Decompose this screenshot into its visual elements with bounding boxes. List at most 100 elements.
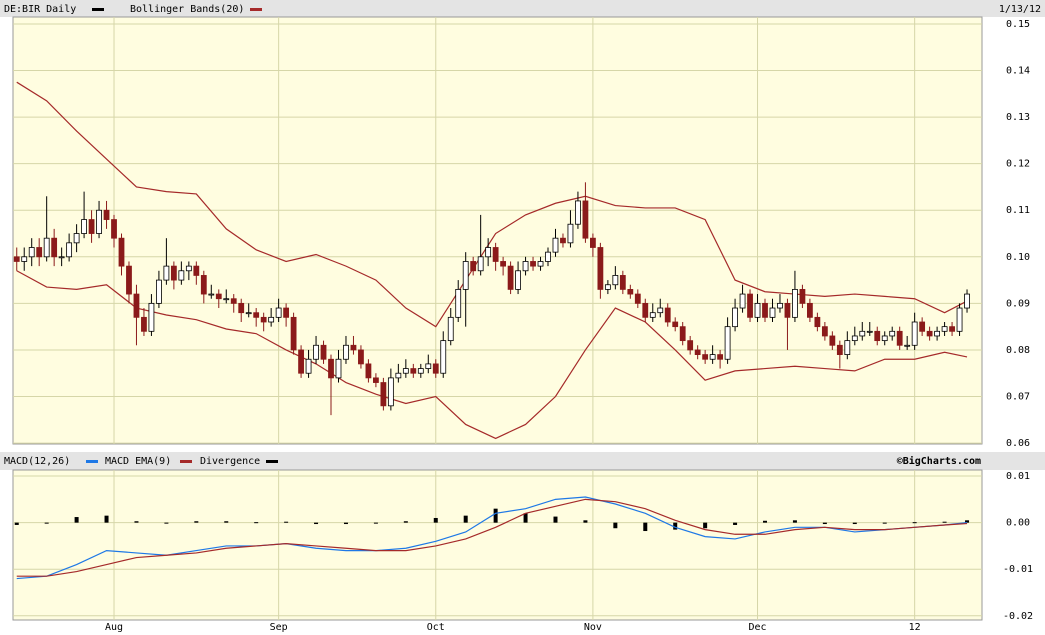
candle-body (88, 219, 95, 234)
divergence-bar (343, 522, 348, 525)
candle-body (440, 340, 447, 374)
candle-body (934, 330, 941, 337)
divergence-bar (673, 522, 678, 530)
divergence-bar (553, 516, 558, 523)
candle-body (305, 358, 312, 374)
candle-body (567, 223, 574, 244)
candle-body (373, 377, 379, 383)
candle-body (530, 261, 536, 267)
y-tick-label: 0.11 (1006, 205, 1030, 216)
candle-body (612, 275, 619, 286)
candle-body (133, 293, 140, 318)
candle-body (118, 237, 125, 267)
candle-body (866, 330, 873, 333)
candle-body (754, 302, 761, 318)
legend-swatch (86, 460, 98, 463)
candle-body (447, 316, 454, 342)
candle-body (724, 326, 731, 360)
candle-body (230, 298, 237, 304)
candle-body (821, 326, 828, 337)
candle-body (590, 237, 596, 248)
candle-body (919, 321, 926, 332)
candle-body (769, 307, 776, 318)
candle-body (672, 321, 679, 328)
candle-body (28, 247, 35, 258)
candle-body (492, 247, 499, 262)
y-tick-label: -0.01 (1003, 564, 1033, 575)
candle-body (709, 354, 716, 360)
candle-body (844, 340, 851, 355)
candle-body (290, 316, 297, 351)
candle-body (859, 330, 866, 337)
divergence-bar (965, 520, 970, 523)
macd-line (16, 496, 968, 580)
candle-body (500, 261, 507, 267)
divergence-bar (852, 522, 857, 525)
candle-body (13, 256, 20, 262)
candle-body (515, 270, 521, 290)
candle-body (215, 293, 222, 300)
candle-body (664, 307, 671, 323)
candle-body (956, 307, 963, 332)
candle-body (81, 219, 87, 234)
divergence-bar (164, 522, 169, 524)
candle-body (432, 363, 439, 374)
legend-label: Bollinger Bands(20) (130, 4, 244, 15)
x-tick-label: Nov (584, 622, 602, 633)
candle-body (627, 289, 634, 295)
y-tick-label: 0.15 (1006, 19, 1030, 30)
bollinger-upper (16, 81, 968, 328)
x-tick-label: Dec (748, 622, 766, 633)
legend-swatch (266, 460, 278, 463)
candle-body (283, 307, 290, 318)
divergence-bar (134, 521, 139, 523)
candle-body (694, 349, 701, 355)
candle-body (582, 200, 589, 239)
x-tick-label: Oct (427, 622, 445, 633)
header-bar (0, 0, 1045, 17)
candle-body (96, 209, 102, 234)
divergence-bar (373, 522, 378, 524)
candle-body (328, 358, 334, 379)
divergence-bar (44, 522, 49, 524)
divergence-bar (433, 517, 438, 523)
divergence-bar (224, 521, 229, 523)
candle-body (881, 335, 888, 342)
divergence-bar (403, 521, 408, 523)
candle-body (642, 302, 649, 318)
divergence-bar (14, 522, 19, 525)
candle-body (245, 312, 252, 315)
candle-body (313, 344, 319, 360)
candle-body (477, 256, 484, 272)
candle-body (799, 289, 806, 304)
candle-body (575, 200, 581, 225)
candle-body (739, 293, 746, 309)
candle-body (380, 382, 387, 407)
candle-body (814, 316, 821, 328)
candle-body (417, 368, 424, 374)
candle-body (425, 363, 432, 369)
candle-body (178, 270, 185, 281)
divergence-bar (194, 521, 199, 523)
candle-body (896, 330, 903, 346)
candle-body (597, 247, 604, 290)
divergence-bar (493, 508, 498, 523)
candle-body (806, 302, 813, 318)
candle-body (36, 247, 43, 258)
candle-body (874, 330, 881, 342)
candle-body (260, 316, 267, 323)
divergence-bar (104, 515, 109, 523)
macd-panel (12, 469, 983, 621)
candle-body (200, 275, 207, 295)
y-tick-label: 0.12 (1006, 159, 1030, 170)
candle-body (552, 237, 559, 253)
candle-body (560, 237, 566, 244)
y-tick-label: 0.14 (1006, 66, 1030, 77)
candle-body (679, 326, 686, 342)
candle-body (410, 368, 417, 374)
chart-title: DE:BIR Daily (4, 4, 76, 15)
y-tick-label: -0.02 (1003, 611, 1033, 622)
y-tick-label: 0.06 (1006, 438, 1030, 449)
candle-body (268, 316, 275, 323)
